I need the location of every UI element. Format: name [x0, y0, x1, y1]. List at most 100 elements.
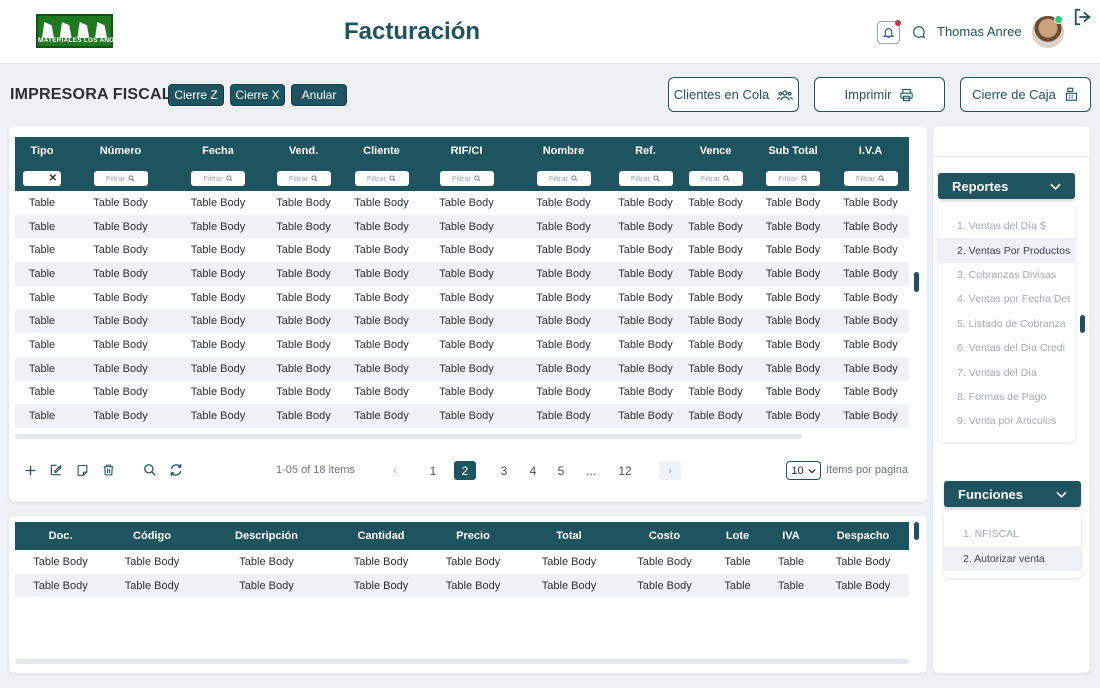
- column-header[interactable]: Vend.: [264, 137, 343, 165]
- logout-button[interactable]: [1072, 7, 1094, 27]
- note-button[interactable]: [74, 462, 90, 478]
- filter-input[interactable]: Filtrar: [766, 170, 820, 186]
- table-row[interactable]: Table Table Body Table Body Table Body Table…: [15, 356, 909, 381]
- horizontal-scrollbar[interactable]: [15, 434, 802, 439]
- items-per-page-select[interactable]: 10: [786, 461, 821, 480]
- filter-input[interactable]: Filtrar: [276, 170, 331, 186]
- detail-horizontal-scrollbar[interactable]: [15, 659, 909, 664]
- refresh-button[interactable]: [168, 462, 184, 478]
- detail-column-header[interactable]: Costo: [619, 522, 710, 550]
- detail-column-header[interactable]: Descripción: [198, 522, 335, 550]
- search-button[interactable]: [142, 462, 158, 478]
- add-button[interactable]: [22, 462, 38, 478]
- detail-row[interactable]: Table Body Table Body Table Body Table Body…: [15, 550, 909, 574]
- report-item[interactable]: 4. Ventas por Fecha Det: [957, 293, 1071, 306]
- detail-column-header[interactable]: IVA: [765, 522, 817, 550]
- report-item[interactable]: 6. Ventas del Día Credi: [957, 342, 1065, 355]
- column-header[interactable]: Vence: [677, 137, 754, 165]
- column-header[interactable]: Tipo: [15, 137, 69, 165]
- page-4[interactable]: 4: [529, 463, 537, 478]
- detail-vertical-scrollbar[interactable]: [914, 522, 919, 540]
- notification-button[interactable]: [877, 20, 901, 44]
- anular-button[interactable]: Anular: [291, 84, 347, 106]
- delete-button[interactable]: [100, 462, 116, 478]
- filter-input[interactable]: Filtrar: [536, 170, 591, 186]
- report-item[interactable]: 1. Ventas del Día $: [957, 220, 1046, 233]
- detail-column-header[interactable]: Doc.: [15, 522, 106, 550]
- filter-input[interactable]: Filtrar: [688, 170, 743, 186]
- print-button[interactable]: Imprimir: [814, 77, 945, 112]
- detail-column-header[interactable]: Lote: [710, 522, 765, 550]
- prev-page-button[interactable]: ‹: [384, 461, 406, 480]
- table-row[interactable]: Table Table Body Table Body Table Body Table…: [15, 191, 909, 215]
- reports-dropdown[interactable]: Reportes: [938, 173, 1075, 199]
- filter-input[interactable]: Filtrar: [93, 170, 148, 186]
- filter-input[interactable]: Filtrar: [354, 170, 409, 186]
- report-item[interactable]: 7. Ventas del Día: [957, 366, 1037, 379]
- report-item[interactable]: 9. Venta por Articulos: [957, 415, 1057, 428]
- table-cell: Table Body: [93, 244, 148, 257]
- page-1[interactable]: 1: [429, 463, 437, 478]
- report-item[interactable]: 2. Ventas Por Productos: [938, 238, 1075, 263]
- detail-column-header[interactable]: Despacho: [817, 522, 909, 550]
- vertical-scrollbar[interactable]: [914, 272, 919, 292]
- report-item[interactable]: 5. Listado de Cobranza: [957, 317, 1066, 330]
- table-row[interactable]: Table Table Body Table Body Table Body Table…: [15, 286, 909, 310]
- reports-scrollbar[interactable]: [1080, 315, 1085, 333]
- search-icon: [128, 174, 135, 181]
- detail-cell: Table: [724, 555, 751, 568]
- table-row[interactable]: Table Table Body Table Body Table Body Table…: [15, 238, 909, 262]
- filter-cell: Filtrar: [754, 165, 832, 191]
- table-cell: Table Body: [264, 356, 343, 381]
- next-page-button[interactable]: ›: [659, 461, 681, 480]
- page-2[interactable]: 2: [454, 461, 476, 480]
- table-row[interactable]: Table Table Body Table Body Table Body Table…: [15, 333, 909, 357]
- filter-cell: Filtrar: [513, 165, 614, 191]
- user-name[interactable]: Thomas Anree: [937, 24, 1022, 39]
- column-header[interactable]: Fecha: [172, 137, 264, 165]
- detail-cell: Table Body: [619, 573, 710, 598]
- detail-column-header[interactable]: Precio: [427, 522, 519, 550]
- page-3[interactable]: 3: [500, 463, 508, 478]
- detail-column-header[interactable]: Total: [519, 522, 619, 550]
- close-register-button[interactable]: Cierre de Caja: [960, 77, 1091, 112]
- table-cell: Table Body: [276, 291, 331, 304]
- clear-filter-button[interactable]: ✕: [23, 170, 61, 186]
- column-header[interactable]: Ref.: [614, 137, 677, 165]
- filter-input[interactable]: Filtrar: [618, 170, 673, 186]
- function-item[interactable]: 1. NFISCAL: [963, 528, 1020, 541]
- table-cell: Table Body: [677, 214, 754, 239]
- company-logo[interactable]: MATERIALES LOS ANDES: [36, 14, 123, 48]
- table-row[interactable]: Table Table Body Table Body Table Body Table…: [15, 214, 909, 239]
- table-row[interactable]: Table Table Body Table Body Table Body Table…: [15, 404, 909, 428]
- column-header[interactable]: RIF/CI: [420, 137, 513, 165]
- column-header[interactable]: Número: [69, 137, 172, 165]
- function-item[interactable]: 2. Autorizar venta: [944, 546, 1081, 571]
- table-row[interactable]: Table Table Body Table Body Table Body Table…: [15, 262, 909, 286]
- table-row[interactable]: Table Table Body Table Body Table Body Table…: [15, 381, 909, 405]
- page-5[interactable]: 5: [557, 463, 565, 478]
- chat-button[interactable]: [911, 24, 927, 40]
- table-cell: Table Body: [832, 214, 909, 239]
- detail-column-header[interactable]: Código: [106, 522, 198, 550]
- report-item[interactable]: 3. Cobranzas Divisas: [957, 268, 1057, 281]
- filter-input[interactable]: Filtrar: [439, 170, 494, 186]
- detail-row[interactable]: Table Body Table Body Table Body Table Body…: [15, 573, 909, 598]
- table-cell: Table Body: [677, 309, 754, 334]
- detail-column-header[interactable]: Cantidad: [335, 522, 427, 550]
- filter-input[interactable]: Filtrar: [191, 170, 245, 186]
- cierre-x-button[interactable]: Cierre X: [230, 84, 285, 106]
- page-12[interactable]: 12: [618, 463, 632, 478]
- report-item[interactable]: 8. Formas de Pago: [957, 390, 1047, 403]
- filter-cell: Filtrar: [420, 165, 513, 191]
- column-header[interactable]: Cliente: [343, 137, 420, 165]
- column-header[interactable]: Nombre: [513, 137, 614, 165]
- edit-button[interactable]: [48, 462, 64, 478]
- column-header[interactable]: I.V.A: [832, 137, 909, 165]
- cierre-z-button[interactable]: Cierre Z: [168, 84, 224, 106]
- filter-input[interactable]: Filtrar: [843, 170, 898, 186]
- table-row[interactable]: Table Table Body Table Body Table Body Table…: [15, 309, 909, 334]
- clients-queue-button[interactable]: Clientes en Cola: [668, 77, 799, 112]
- functions-dropdown[interactable]: Funciones: [944, 481, 1081, 507]
- column-header[interactable]: Sub Total: [754, 137, 832, 165]
